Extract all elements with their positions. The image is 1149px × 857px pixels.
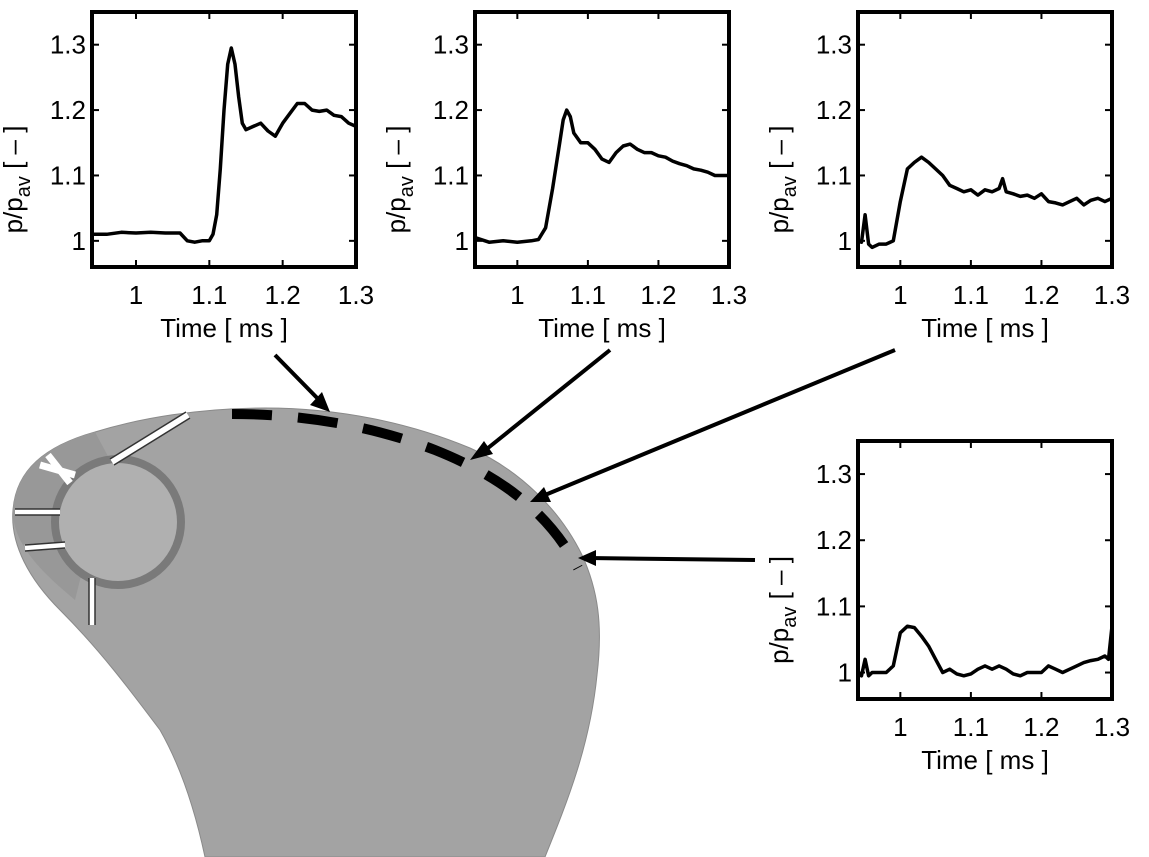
arrow-4 (587, 556, 756, 562)
y-axis-label-main: p/p (764, 197, 794, 233)
y-axis-label-subscript: av (779, 607, 801, 628)
y-tick-label: 1.3 (50, 30, 86, 60)
x-tick-label: 1.1 (953, 712, 989, 742)
arrows (273, 348, 896, 562)
pressure-plot-2: 1 1.1 1.2 1.3 1 1.1 1.2 1.3 Time [ ms ] p/pav [ –… (381, 10, 747, 343)
y-tick-label: 1 (838, 658, 852, 688)
cooling-channels-outline (15, 411, 191, 625)
blade-schematic (12, 407, 600, 857)
plot-frame (90, 10, 358, 269)
y-axis-label: p/pav [ – ] (381, 126, 418, 234)
y-axis-label-subscript: av (396, 176, 418, 197)
y-tick-label: 1.2 (50, 95, 86, 125)
y-axis-label-unit: [ – ] (0, 126, 28, 177)
cooling-hole (59, 463, 177, 581)
y-axis-label: p/pav [ – ] (764, 556, 801, 664)
y-axis-label-unit: [ – ] (764, 556, 794, 607)
arrow-1 (273, 353, 326, 407)
y-axis-label: p/pav [ – ] (764, 126, 801, 234)
y-axis-label: p/pav [ – ] (0, 126, 35, 234)
pressure-trace (474, 108, 729, 244)
y-axis-label-main: p/p (0, 197, 28, 233)
x-tick-label: 1.2 (1023, 280, 1059, 310)
plot-frame (856, 439, 1114, 701)
x-tick-label: 1.3 (338, 280, 374, 310)
y-axis-label-main: p/p (381, 197, 411, 233)
x-tick-label: 1.1 (570, 280, 606, 310)
y-tick-label: 1.1 (816, 591, 852, 621)
x-tick-label: 1 (893, 712, 907, 742)
y-tick-label: 1.3 (816, 30, 852, 60)
x-axis-label: Time [ ms ] (921, 745, 1049, 775)
y-tick-label: 1.1 (816, 160, 852, 190)
x-tick-label: 1.2 (640, 280, 676, 310)
arrowhead-1 (310, 392, 330, 412)
x-tick-label: 1.2 (1023, 712, 1059, 742)
y-tick-label: 1 (455, 226, 469, 256)
sensor-array-dashes (231, 409, 583, 571)
arrowhead-4 (578, 550, 596, 566)
y-tick-label: 1.1 (433, 160, 469, 190)
arrow-2 (486, 348, 612, 450)
y-tick-label: 1 (72, 226, 86, 256)
x-tick-label: 1.2 (265, 280, 301, 310)
x-tick-label: 1.3 (711, 280, 747, 310)
x-axis-label: Time [ ms ] (921, 313, 1049, 343)
x-axis-label: Time [ ms ] (538, 313, 666, 343)
y-tick-label: 1.1 (50, 160, 86, 190)
y-tick-label: 1.2 (816, 95, 852, 125)
cooling-channels (15, 412, 190, 625)
y-axis-label-unit: [ – ] (764, 126, 794, 177)
y-axis-label-unit: [ – ] (381, 126, 411, 177)
y-tick-label: 1.3 (433, 30, 469, 60)
x-tick-label: 1 (893, 280, 907, 310)
x-axis-label: Time [ ms ] (160, 313, 288, 343)
pressure-plot-4: 1 1.1 1.2 1.3 1 1.1 1.2 1.3 Time [ ms ] p/pav [ –… (764, 439, 1130, 775)
y-tick-label: 1.2 (816, 525, 852, 555)
y-tick-label: 1.3 (816, 459, 852, 489)
pressure-plot-3: 1 1.1 1.2 1.3 1 1.1 1.2 1.3 Time [ ms ] p/pav [ –… (764, 10, 1130, 343)
pressure-trace (857, 624, 1114, 678)
x-tick-label: 1.3 (1094, 712, 1130, 742)
x-tick-label: 1 (129, 280, 143, 310)
plot-frame (856, 10, 1114, 269)
x-tick-label: 1.3 (1094, 280, 1130, 310)
arrowhead-2 (470, 441, 493, 460)
x-tick-label: 1.1 (953, 280, 989, 310)
pressure-plot-1: 1 1.1 1.2 1.3 1 1.1 1.2 1.3 Time [ ms ] p/pav [ –… (0, 10, 374, 343)
arrowheads (310, 392, 596, 566)
y-tick-label: 1 (838, 226, 852, 256)
arrow-3 (544, 348, 896, 497)
pressure-trace (92, 46, 357, 244)
arrowhead-3 (530, 487, 551, 502)
y-tick-label: 1.2 (433, 95, 469, 125)
pressure-trace (857, 155, 1113, 250)
x-tick-label: 1 (510, 280, 524, 310)
x-tick-label: 1.1 (191, 280, 227, 310)
plot-frame (473, 10, 731, 269)
y-axis-label-main: p/p (764, 628, 794, 664)
y-axis-label-subscript: av (779, 176, 801, 197)
y-axis-label-subscript: av (13, 176, 35, 197)
